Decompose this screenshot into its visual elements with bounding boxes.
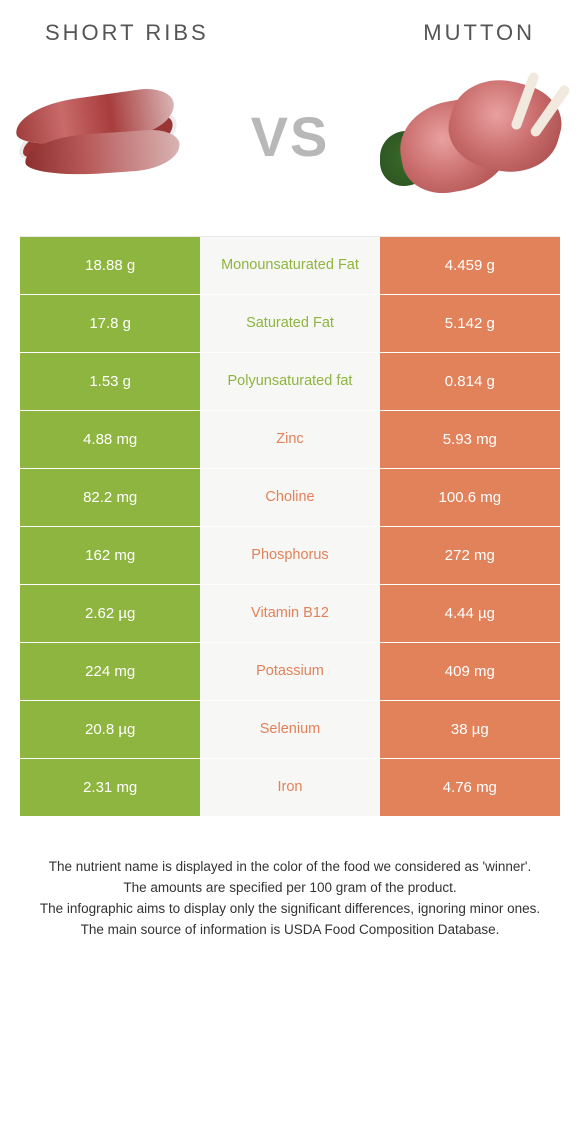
left-value-cell: 20.8 µg <box>20 701 200 758</box>
footer-line: The amounts are specified per 100 gram o… <box>30 878 550 899</box>
left-food-title: SHORT RIBS <box>45 20 209 46</box>
nutrient-label-cell: Selenium <box>200 701 379 758</box>
right-value-cell: 409 mg <box>380 643 560 700</box>
left-value-cell: 162 mg <box>20 527 200 584</box>
nutrient-label-cell: Phosphorus <box>200 527 379 584</box>
right-value-cell: 4.44 µg <box>380 585 560 642</box>
nutrient-label-cell: Choline <box>200 469 379 526</box>
nutrient-label-cell: Polyunsaturated fat <box>200 353 379 410</box>
nutrient-label-cell: Saturated Fat <box>200 295 379 352</box>
right-value-cell: 5.142 g <box>380 295 560 352</box>
vs-row: VS <box>0 56 580 236</box>
table-row: 224 mgPotassium409 mg <box>20 643 560 701</box>
left-value-cell: 1.53 g <box>20 353 200 410</box>
table-row: 20.8 µgSelenium38 µg <box>20 701 560 759</box>
short-ribs-image <box>0 66 200 206</box>
table-row: 82.2 mgCholine100.6 mg <box>20 469 560 527</box>
left-value-cell: 2.31 mg <box>20 759 200 816</box>
header: SHORT RIBS MUTTON <box>0 0 580 56</box>
footer-notes: The nutrient name is displayed in the co… <box>0 817 580 941</box>
left-value-cell: 4.88 mg <box>20 411 200 468</box>
table-row: 4.88 mgZinc5.93 mg <box>20 411 560 469</box>
nutrient-label-cell: Potassium <box>200 643 379 700</box>
left-value-cell: 82.2 mg <box>20 469 200 526</box>
left-value-cell: 18.88 g <box>20 237 200 294</box>
nutrient-label-cell: Iron <box>200 759 379 816</box>
right-value-cell: 272 mg <box>380 527 560 584</box>
left-value-cell: 224 mg <box>20 643 200 700</box>
table-row: 2.31 mgIron4.76 mg <box>20 759 560 817</box>
right-value-cell: 100.6 mg <box>380 469 560 526</box>
right-value-cell: 5.93 mg <box>380 411 560 468</box>
vs-label: VS <box>251 104 330 169</box>
footer-line: The nutrient name is displayed in the co… <box>30 857 550 878</box>
right-value-cell: 0.814 g <box>380 353 560 410</box>
right-value-cell: 38 µg <box>380 701 560 758</box>
table-row: 2.62 µgVitamin B124.44 µg <box>20 585 560 643</box>
footer-line: The infographic aims to display only the… <box>30 899 550 920</box>
table-row: 18.88 gMonounsaturated Fat4.459 g <box>20 237 560 295</box>
table-row: 17.8 gSaturated Fat5.142 g <box>20 295 560 353</box>
right-value-cell: 4.459 g <box>380 237 560 294</box>
nutrient-label-cell: Vitamin B12 <box>200 585 379 642</box>
left-value-cell: 2.62 µg <box>20 585 200 642</box>
right-value-cell: 4.76 mg <box>380 759 560 816</box>
nutrient-table: 18.88 gMonounsaturated Fat4.459 g17.8 gS… <box>20 236 560 817</box>
left-value-cell: 17.8 g <box>20 295 200 352</box>
table-row: 1.53 gPolyunsaturated fat0.814 g <box>20 353 560 411</box>
nutrient-label-cell: Monounsaturated Fat <box>200 237 379 294</box>
right-food-title: MUTTON <box>423 20 535 46</box>
table-row: 162 mgPhosphorus272 mg <box>20 527 560 585</box>
mutton-image <box>380 66 580 206</box>
footer-line: The main source of information is USDA F… <box>30 920 550 941</box>
nutrient-label-cell: Zinc <box>200 411 379 468</box>
